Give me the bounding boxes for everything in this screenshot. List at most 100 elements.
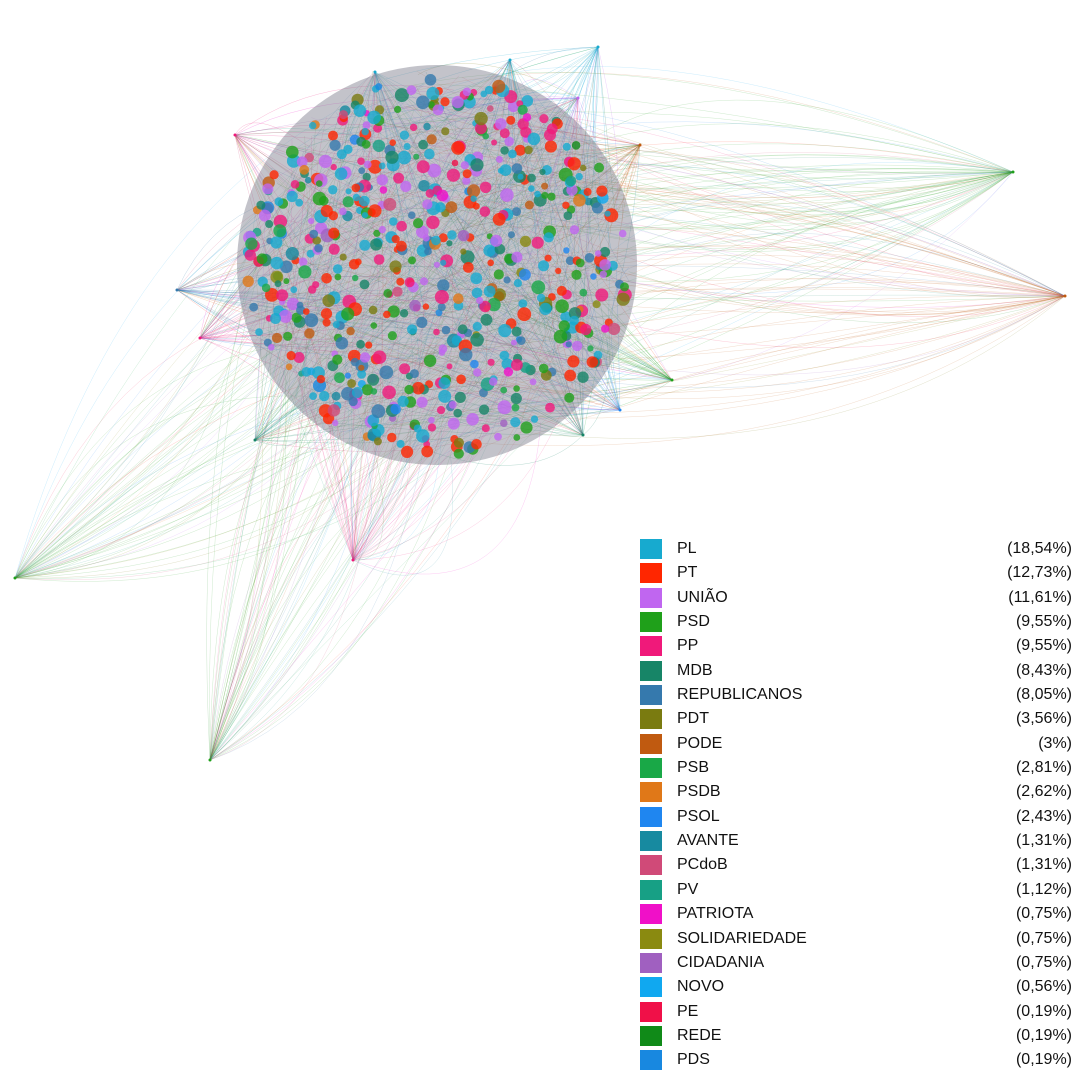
legend-party-label: PDS (677, 1051, 710, 1069)
graph-node (255, 328, 263, 336)
graph-edge (263, 211, 357, 561)
graph-node (474, 122, 487, 135)
legend-party-label: REPUBLICANOS (677, 686, 803, 704)
graph-node (367, 110, 381, 125)
graph-node (437, 279, 450, 292)
graph-edge (352, 347, 529, 561)
graph-edge (518, 97, 579, 353)
graph-node (361, 127, 369, 136)
graph-node (508, 149, 517, 159)
graph-edge (564, 46, 599, 167)
graph-node (594, 250, 602, 257)
graph-edge (508, 59, 535, 225)
graph-node (580, 164, 587, 172)
graph-edge (14, 149, 317, 579)
legend-share-value: (12,73%) (1007, 564, 1072, 582)
graph-edge (209, 417, 433, 761)
graph-edge (276, 326, 354, 561)
graph-edge (254, 406, 319, 446)
graph-node (484, 85, 494, 95)
graph-node (460, 248, 467, 255)
graph-node (432, 104, 444, 116)
graph-edge (234, 134, 586, 300)
graph-node (407, 324, 418, 335)
graph-edge (209, 217, 352, 761)
graph-node (594, 162, 605, 173)
graph-node (538, 260, 550, 272)
graph-edge (460, 171, 1014, 190)
graph-edge (460, 243, 1066, 308)
graph-node (531, 236, 544, 249)
graph-node (352, 274, 359, 282)
graph-node (400, 180, 412, 192)
graph-edge (611, 277, 1066, 315)
graph-node (304, 313, 319, 328)
graph-edge (209, 355, 468, 761)
graph-edge (576, 164, 1066, 297)
graph-edge (176, 278, 491, 294)
graph-edge (254, 255, 609, 441)
graph-node (454, 391, 466, 403)
graph-edge (352, 124, 383, 561)
graph-node (506, 115, 516, 125)
legend-swatch (640, 782, 662, 803)
graph-edge (302, 46, 599, 150)
graph-node (490, 234, 503, 247)
graph-edge (176, 289, 591, 367)
graph-edge (584, 46, 599, 184)
graph-node (511, 326, 522, 337)
graph-node (565, 341, 572, 348)
graph-edge (340, 269, 1066, 314)
graph-node (495, 155, 503, 163)
graph-node (503, 276, 511, 284)
graph-edge (176, 289, 450, 318)
graph-edge (352, 269, 528, 561)
graph-edge (311, 251, 372, 561)
legend-item: AVANTE (1,31%) (640, 829, 1076, 853)
graph-edge (209, 403, 377, 761)
legend-item: PODE (3%) (640, 732, 1076, 756)
graph-hub-node (253, 438, 257, 442)
graph-edge (14, 268, 624, 579)
graph-edge (435, 268, 621, 411)
graph-edge (14, 233, 438, 579)
graph-node (556, 285, 567, 296)
graph-node (620, 282, 629, 292)
legend-item: REDE (0,19%) (640, 1024, 1076, 1048)
graph-node (492, 212, 506, 226)
graph-edge (374, 71, 422, 388)
graph-edge (209, 350, 447, 761)
legend-party-label: PE (677, 1002, 699, 1020)
graph-node (451, 141, 465, 155)
graph-edge (429, 78, 621, 411)
graph-node (479, 206, 491, 217)
graph-edge (512, 92, 579, 99)
graph-edge (421, 183, 1066, 297)
graph-node (327, 404, 341, 417)
graph-edge (352, 312, 544, 561)
graph-node (404, 277, 415, 288)
graph-edge (254, 138, 544, 441)
graph-edge (424, 337, 621, 411)
graph-node (434, 290, 449, 304)
graph-node (453, 293, 464, 305)
graph-edge (444, 97, 579, 151)
graph-edge (280, 257, 584, 436)
graph-node (487, 297, 501, 312)
graph-edge (254, 435, 471, 444)
graph-node (590, 273, 597, 280)
graph-node (332, 354, 343, 365)
graph-node (328, 130, 338, 141)
legend-party-label: PL (677, 540, 697, 557)
graph-edge (254, 94, 400, 441)
graph-edge (577, 97, 607, 183)
graph-edge (176, 276, 621, 300)
graph-edge (176, 280, 562, 295)
graph-edge (254, 417, 423, 441)
graph-node (358, 195, 370, 207)
graph-node (580, 323, 592, 336)
graph-edge (334, 307, 354, 561)
legend-share-value: (0,19%) (1015, 1026, 1072, 1044)
graph-edge (583, 150, 621, 411)
